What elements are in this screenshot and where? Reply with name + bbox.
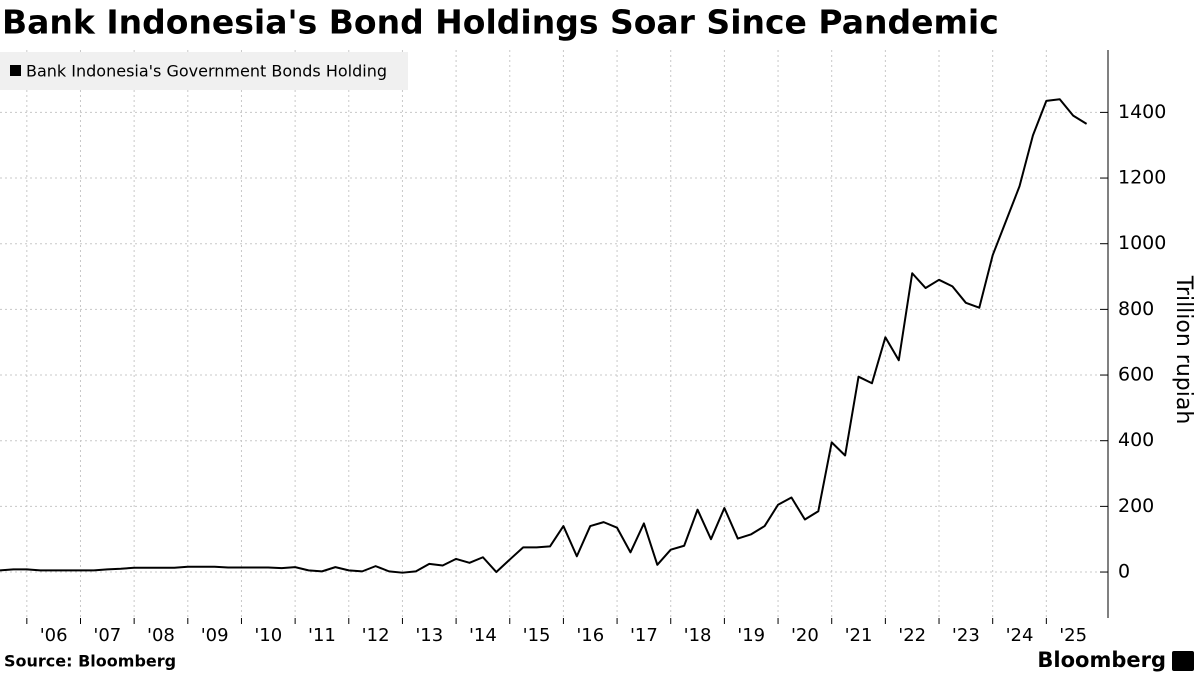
x-tick-label: '11 [308, 625, 336, 646]
x-tick-label: '08 [147, 625, 175, 646]
x-tick-label: '10 [254, 625, 282, 646]
x-tick-label: '17 [630, 625, 658, 646]
y-tick-label: 1400 [1118, 101, 1166, 123]
x-tick-label: '15 [523, 625, 551, 646]
x-tick-label: '13 [415, 625, 443, 646]
x-tick-label: '23 [952, 625, 980, 646]
x-tick-label: '19 [737, 625, 765, 646]
brand: Bloomberg [1037, 648, 1166, 672]
x-tick-label: '22 [898, 625, 926, 646]
x-tick-label: '25 [1059, 625, 1087, 646]
legend-label: Bank Indonesia's Government Bonds Holdin… [26, 62, 387, 81]
chart-title: Bank Indonesia's Bond Holdings Soar Sinc… [2, 3, 999, 42]
y-tick-label: 200 [1118, 495, 1154, 517]
x-tick-label: '24 [1006, 625, 1034, 646]
brand-icon [1172, 651, 1194, 671]
x-tick-label: '14 [469, 625, 497, 646]
x-tick-label: '07 [93, 625, 121, 646]
x-tick-label: '18 [684, 625, 712, 646]
x-tick-label: '12 [362, 625, 390, 646]
data-line [0, 98, 1088, 574]
x-tick-label: '16 [576, 625, 604, 646]
y-tick-label: 1000 [1118, 232, 1166, 254]
legend-box [0, 52, 408, 90]
y-tick-label: 800 [1118, 298, 1154, 320]
y-tick-label: 400 [1118, 429, 1154, 451]
plot-area: 0 200 400 600 800 1000 1200 1400 '06 '07 '08 '09 '10… [0, 50, 1166, 646]
x-tick-label: '09 [201, 625, 229, 646]
y-tick-label: 1200 [1118, 167, 1166, 189]
y-axis-label: Trillion rupiah [1171, 275, 1196, 425]
source: Source: Bloomberg [4, 652, 176, 671]
legend-swatch [10, 65, 21, 76]
x-tick-label: '21 [845, 625, 873, 646]
x-tick-label: '20 [791, 625, 819, 646]
x-tick-label: '06 [40, 625, 68, 646]
y-tick-label: 0 [1118, 561, 1130, 583]
y-tick-label: 600 [1118, 364, 1154, 386]
